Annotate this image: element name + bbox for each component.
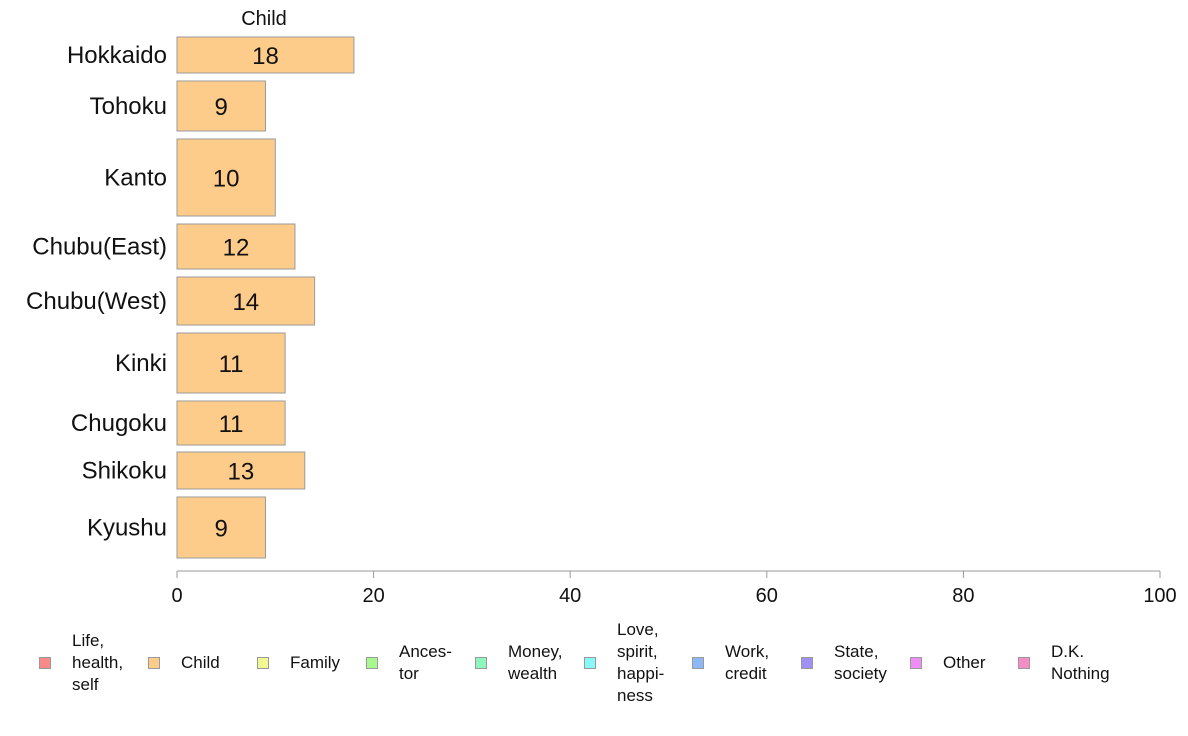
legend-item: Money, wealth (475, 618, 563, 708)
bar (176, 36, 355, 74)
legend-label: Family (290, 653, 341, 672)
bar (176, 80, 266, 132)
bar (176, 496, 266, 559)
x-tick-label: 20 (362, 585, 384, 607)
bar (176, 400, 286, 446)
bar (176, 223, 296, 270)
legend-item: Work, credit (692, 618, 769, 708)
bar (176, 276, 316, 326)
legend-item: Ances- tor (366, 618, 452, 708)
category-label: Chubu(West) (26, 288, 167, 315)
legend-swatch (910, 657, 922, 669)
legend-swatch (584, 657, 596, 669)
legend-item: D.K. Nothing (1018, 618, 1110, 708)
category-label: Kanto (104, 165, 167, 192)
legend-label: Life, health, self (72, 631, 124, 694)
legend-swatch (692, 657, 704, 669)
data-label: 9 (215, 94, 228, 121)
data-label: 11 (219, 351, 244, 378)
category-label: Shikoku (82, 458, 167, 485)
x-axis: 0 20 40 60 80 100 (171, 570, 1177, 607)
legend-swatch (801, 657, 813, 669)
category-label: Chugoku (71, 410, 167, 437)
category-label: Chubu(East) (32, 234, 167, 261)
x-tick-label: 80 (952, 585, 974, 607)
legend-label: Love, spirit, happi- ness (617, 620, 665, 705)
bars: Hokkaido 18 Tohoku 9 Kanto 10 Chubu(East) 12 Chu… (26, 36, 355, 559)
data-label: 11 (219, 411, 244, 438)
legend-label: Work, credit (725, 642, 770, 683)
legend-label: Child (181, 653, 220, 672)
legend-item: Life, health, self (39, 618, 123, 708)
legend-swatch (257, 657, 269, 669)
x-tick-label: 60 (756, 585, 778, 607)
legend-swatch (39, 657, 51, 669)
x-tick-label: 100 (1143, 585, 1176, 607)
legend-item: Child (148, 618, 220, 708)
legend-item: State, society (801, 618, 887, 708)
legend-swatch (148, 657, 160, 669)
category-label: Kyushu (87, 515, 167, 542)
data-label: 12 (223, 235, 250, 262)
legend-swatch (1018, 657, 1030, 669)
legend-item: Love, spirit, happi- ness (584, 618, 664, 708)
category-label: Tohoku (90, 93, 167, 120)
category-label: Kinki (115, 350, 167, 377)
panel-title: Child (241, 8, 287, 30)
data-label: 18 (252, 43, 279, 70)
bar-chart: Child Hokkaido 18 Tohoku 9 Kanto 10 Chubu(East… (26, 8, 1177, 607)
legend-label: Money, wealth (508, 642, 563, 683)
legend-label: D.K. Nothing (1051, 642, 1110, 683)
data-label: 14 (232, 289, 259, 316)
legend-label: Other (943, 653, 986, 672)
data-label: 10 (213, 166, 240, 193)
x-tick-label: 0 (171, 585, 182, 607)
bar (176, 451, 306, 490)
bar (176, 138, 276, 217)
legend-item: Family (257, 618, 340, 708)
x-tick-label: 40 (559, 585, 581, 607)
legend-item: Other (910, 618, 986, 708)
legend-label: Ances- tor (399, 642, 452, 683)
bar (176, 332, 286, 394)
data-label: 13 (228, 459, 255, 486)
data-label: 9 (215, 516, 228, 543)
category-label: Hokkaido (67, 42, 167, 69)
legend: Life, health, self Child Family Ances- tor M… (0, 618, 1188, 718)
legend-swatch (475, 657, 487, 669)
legend-label: State, society (834, 642, 887, 683)
legend-swatch (366, 657, 378, 669)
